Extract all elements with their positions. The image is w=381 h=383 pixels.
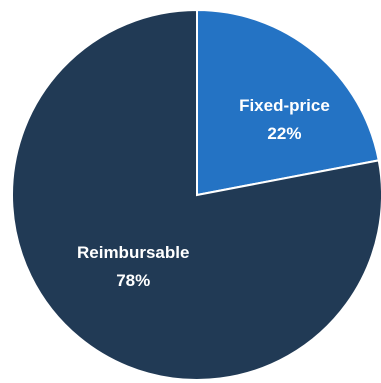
slices-layer <box>11 8 381 381</box>
slice-category-label-reimbursable: Reimbursable <box>77 243 189 262</box>
pie-slice-fixed-price <box>196 8 380 197</box>
labels-layer: Fixed-price 22% Reimbursable 78% <box>77 96 330 290</box>
pie-slice-reimbursable <box>11 8 381 381</box>
slice-label-fixed-price: Fixed-price 22% <box>239 96 330 143</box>
slice-category-label-fixed-price: Fixed-price <box>239 96 330 115</box>
slice-label-reimbursable: Reimbursable 78% <box>77 243 189 290</box>
slice-value-label-reimbursable: 78% <box>116 271 150 290</box>
slice-value-label-fixed-price: 22% <box>267 124 301 143</box>
